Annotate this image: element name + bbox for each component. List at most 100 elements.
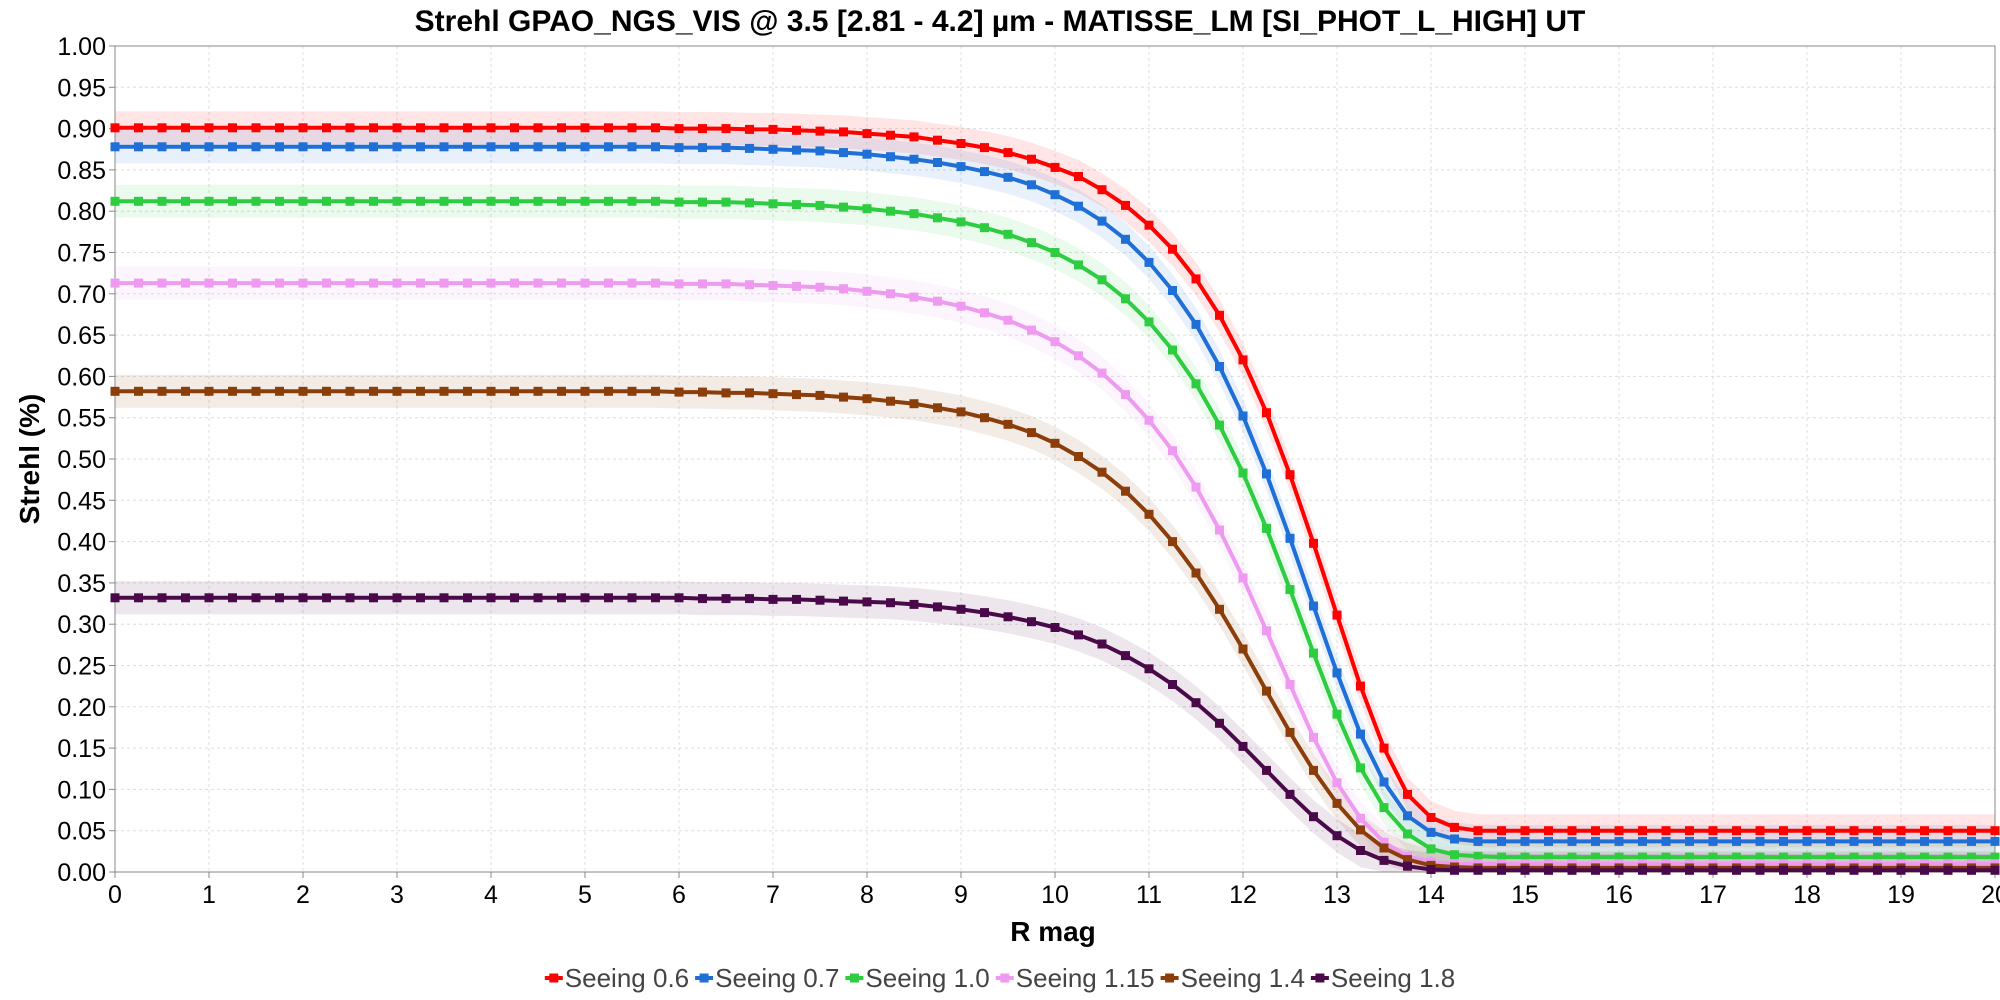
data-point <box>768 389 778 399</box>
data-point <box>1802 852 1812 862</box>
data-point <box>1426 813 1436 822</box>
data-point <box>1332 778 1342 788</box>
data-point <box>792 145 801 155</box>
data-point <box>745 124 754 134</box>
data-point <box>1544 826 1553 836</box>
data-point <box>909 292 919 302</box>
data-point <box>1144 415 1154 425</box>
data-point <box>839 202 848 212</box>
data-point <box>792 281 801 291</box>
data-point <box>839 392 848 402</box>
data-point <box>369 593 378 603</box>
data-point <box>1215 310 1224 320</box>
data-point <box>721 279 731 289</box>
data-point <box>651 196 660 206</box>
data-point <box>956 217 966 227</box>
data-point <box>1168 244 1177 254</box>
data-point <box>1614 852 1624 862</box>
data-point <box>1638 852 1647 862</box>
data-point <box>1638 865 1647 875</box>
data-point <box>1050 438 1060 448</box>
data-point <box>674 124 684 134</box>
data-point <box>110 196 120 206</box>
data-point <box>627 278 637 288</box>
data-point <box>204 142 214 152</box>
data-point <box>1356 729 1365 739</box>
data-point <box>1473 865 1483 875</box>
data-point <box>1168 680 1177 689</box>
legend-label: Seeing 1.4 <box>1181 963 1305 993</box>
data-point <box>1309 732 1318 742</box>
data-point <box>1027 238 1036 248</box>
data-point <box>416 278 425 288</box>
y-axis-label: Strehl (%) <box>14 394 45 525</box>
data-point <box>1497 826 1506 836</box>
data-point <box>745 280 754 290</box>
data-point <box>134 593 143 603</box>
data-point <box>1027 325 1036 335</box>
x-tick-label: 18 <box>1793 881 1821 909</box>
y-tick-label: 0.80 <box>57 198 106 226</box>
data-point <box>157 196 167 206</box>
y-tick-label: 0.50 <box>57 446 106 474</box>
data-point <box>204 123 214 133</box>
x-tick-label: 15 <box>1511 881 1539 909</box>
data-point <box>933 213 942 223</box>
x-tick-label: 12 <box>1229 881 1257 909</box>
data-point <box>604 142 613 152</box>
data-point <box>956 162 966 172</box>
data-point <box>1943 836 1953 846</box>
data-point <box>1215 362 1224 371</box>
data-point <box>1262 469 1271 479</box>
data-point <box>674 197 684 207</box>
y-tick-label: 0.95 <box>57 74 106 102</box>
data-point <box>862 286 872 296</box>
legend-label: Seeing 1.8 <box>1331 963 1455 993</box>
data-point <box>1708 865 1718 875</box>
data-point <box>486 196 496 206</box>
data-point <box>157 386 167 396</box>
x-axis-ticks: 01234567891011121314151617181920 <box>108 872 2000 909</box>
data-point <box>251 123 261 133</box>
data-point <box>886 289 895 299</box>
data-point <box>839 596 848 606</box>
data-point <box>1191 379 1201 389</box>
data-point <box>1567 852 1577 862</box>
data-point <box>1144 509 1154 519</box>
data-point <box>533 196 543 206</box>
data-point <box>1191 274 1201 284</box>
data-point <box>1450 822 1459 832</box>
data-point <box>181 196 190 206</box>
data-point <box>1003 419 1013 429</box>
data-point <box>298 123 308 133</box>
x-tick-label: 19 <box>1887 881 1915 909</box>
data-point <box>251 142 261 152</box>
data-point <box>1121 234 1130 244</box>
data-point <box>510 386 519 396</box>
data-point <box>721 197 731 207</box>
data-point <box>909 209 919 219</box>
data-point <box>157 593 167 603</box>
y-tick-label: 1.00 <box>57 33 106 61</box>
data-point <box>1050 337 1060 347</box>
data-point <box>1332 798 1342 808</box>
data-point <box>298 196 308 206</box>
data-point <box>228 142 237 152</box>
data-point <box>557 278 566 288</box>
data-point <box>768 594 778 604</box>
data-point <box>1614 865 1624 875</box>
data-point <box>228 386 237 396</box>
data-point <box>322 593 331 603</box>
data-point <box>1685 826 1694 836</box>
data-point <box>1121 651 1130 661</box>
data-point <box>1003 172 1013 182</box>
data-point <box>721 143 731 153</box>
series-2 <box>110 196 2000 862</box>
data-point <box>228 593 237 603</box>
x-tick-label: 10 <box>1041 881 1069 909</box>
data-point <box>1497 865 1506 875</box>
data-point <box>463 142 472 152</box>
data-point <box>1238 741 1248 751</box>
data-point <box>1426 827 1436 837</box>
data-point <box>580 386 590 396</box>
